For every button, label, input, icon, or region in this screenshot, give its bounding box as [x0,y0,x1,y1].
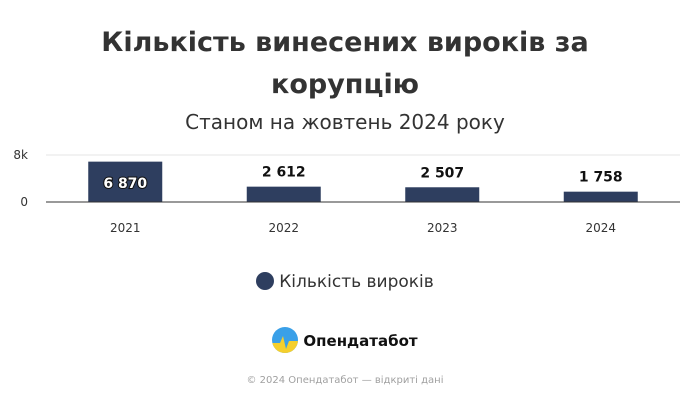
legend-label: Кількість вироків [279,272,434,292]
x-tick-label: 2021 [110,221,141,235]
y-tick-label: 8k [13,148,28,162]
logo-text: Опендатабот [303,332,418,350]
bar-chart: 0 8k 2021 6 870 2022 2 612 2023 2 507 2024 1 758 [13,148,680,235]
data-label: 1 758 [579,170,623,186]
chart-title-line-2: корупцію [271,69,419,100]
footer-credit: © 2024 Опендатабот — відкриті дані [246,375,444,386]
bar [563,191,638,202]
x-tick-label: 2022 [268,221,299,235]
data-label: 2 612 [262,165,306,181]
data-label: 6 870 [103,176,147,192]
bar [405,187,480,202]
y-tick-label: 0 [20,195,28,209]
chart-title-line-1: Кількість винесених вироків за [101,27,589,58]
bar [88,161,163,202]
chart-subtitle: Станом на жовтень 2024 року [185,110,505,134]
opendatabot-logo: Опендатабот [0,327,690,357]
bar [246,186,321,202]
opendatabot-logo-icon [272,327,299,357]
legend-swatch [256,272,275,290]
x-tick-label: 2023 [427,221,458,235]
x-tick-label: 2024 [585,221,616,235]
data-label: 2 507 [420,165,464,181]
chart-title: Кількість винесених вироків за корупцію [0,22,690,106]
legend[interactable]: Кількість вироків [0,272,690,292]
